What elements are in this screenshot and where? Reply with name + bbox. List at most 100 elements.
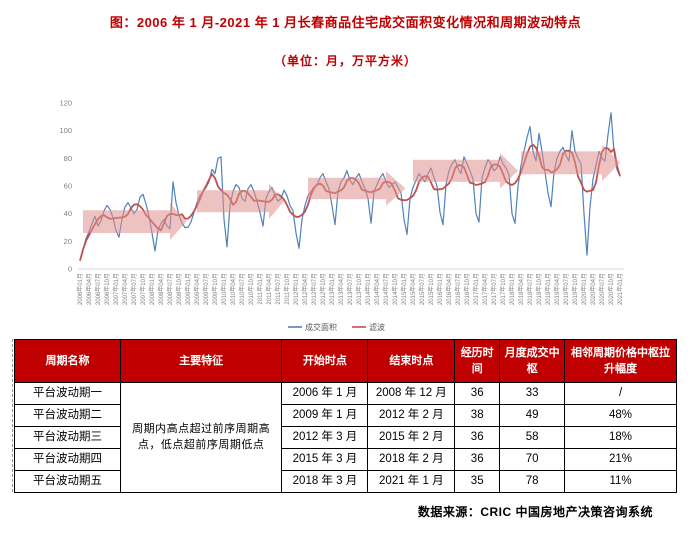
svg-text:2016年01月: 2016年01月: [436, 273, 444, 305]
feature-cell: 周期内高点超过前序周期高点，低点超前序周期低点: [119, 382, 283, 493]
lift-cell: 48%: [564, 404, 677, 427]
plateau-arrow: [308, 171, 406, 206]
svg-text:2013年04月: 2013年04月: [337, 273, 345, 305]
table-header-cell: 相邻周期价格中枢拉升幅度: [564, 339, 677, 383]
svg-text:2011年10月: 2011年10月: [283, 273, 291, 305]
svg-text:2009年01月: 2009年01月: [184, 273, 192, 305]
svg-text:2018年04月: 2018年04月: [517, 273, 525, 305]
svg-text:2021年01月: 2021年01月: [616, 273, 624, 305]
cycle-name-cell: 平台波动期四: [14, 448, 121, 471]
duration-cell: 36: [454, 426, 501, 449]
cycle-name-cell: 平台波动期五: [14, 470, 121, 493]
svg-text:2014年10月: 2014年10月: [391, 273, 399, 305]
start-cell: 2006 年 1 月: [281, 382, 369, 405]
start-cell: 2012 年 3 月: [281, 426, 369, 449]
svg-text:80: 80: [64, 154, 72, 163]
svg-text:2010年01月: 2010年01月: [220, 273, 228, 305]
svg-text:2017年10月: 2017年10月: [499, 273, 507, 305]
svg-text:2010年07月: 2010年07月: [238, 273, 246, 305]
page-subtitle: （单位：月，万平方米）: [273, 54, 417, 68]
svg-text:20: 20: [64, 237, 72, 246]
page-title: 图：2006 年 1 月-2021 年 1 月长春商品住宅成交面积变化情况和周期…: [109, 15, 582, 30]
svg-text:100: 100: [59, 126, 72, 135]
table-row: 平台波动期三 2012 年 3 月 2015 年 2 月 36 58 18%: [14, 426, 677, 449]
cycle-name-cell: 平台波动期二: [14, 404, 121, 427]
svg-text:2010年10月: 2010年10月: [247, 273, 255, 305]
cycle-name-cell: 平台波动期三: [14, 426, 121, 449]
svg-text:2011年04月: 2011年04月: [265, 273, 273, 305]
legend-label-filtered: 滤波: [369, 322, 385, 332]
table-left-dashed-guide: [12, 339, 13, 492]
svg-text:2017年04月: 2017年04月: [481, 273, 489, 305]
svg-text:2019年04月: 2019年04月: [553, 273, 561, 305]
svg-text:2006年01月: 2006年01月: [76, 273, 84, 305]
svg-text:2016年07月: 2016年07月: [454, 273, 462, 305]
x-axis-labels: 2006年01月 2006年04月 2006年07月 2006年10月 2007年01月…: [76, 273, 624, 305]
svg-text:2006年07月: 2006年07月: [94, 273, 102, 305]
center-cell: 58: [499, 426, 566, 449]
cycle-table: 周期名称 主要特征 开始时点 结束时点 经历时间 月度成交中枢 相邻周期价格中枢拉升幅度 平…: [14, 339, 677, 493]
svg-text:2015年04月: 2015年04月: [409, 273, 417, 305]
svg-text:2009年10月: 2009年10月: [211, 273, 219, 305]
svg-text:40: 40: [64, 209, 72, 218]
table-header-cell: 开始时点: [281, 339, 369, 383]
svg-text:2013年01月: 2013年01月: [328, 273, 336, 305]
svg-text:2016年04月: 2016年04月: [445, 273, 453, 305]
svg-text:2012年07月: 2012年07月: [310, 273, 318, 305]
svg-text:2007年04月: 2007年04月: [121, 273, 129, 305]
svg-text:2020年01月: 2020年01月: [580, 273, 588, 305]
svg-text:2012年04月: 2012年04月: [301, 273, 309, 305]
svg-text:120: 120: [59, 99, 72, 108]
svg-text:2018年10月: 2018年10月: [535, 273, 543, 305]
svg-text:2012年10月: 2012年10月: [319, 273, 327, 305]
plateau-arrow: [521, 144, 620, 182]
svg-text:2018年07月: 2018年07月: [526, 273, 534, 305]
svg-text:2006年10月: 2006年10月: [103, 273, 111, 305]
svg-text:2014年01月: 2014年01月: [364, 273, 372, 305]
svg-text:2018年01月: 2018年01月: [508, 273, 516, 305]
table-header-cell: 经历时间: [454, 339, 501, 383]
y-axis-labels: 0 20 40 60 80 100 120: [59, 99, 72, 274]
svg-text:2008年10月: 2008年10月: [175, 273, 183, 305]
plateau-arrow: [413, 153, 518, 189]
svg-text:2014年07月: 2014年07月: [382, 273, 390, 305]
table-header-cell: 月度成交中枢: [499, 339, 566, 383]
chart-legend: 成交面积 滤波: [288, 322, 385, 332]
lift-cell: /: [564, 382, 677, 405]
svg-text:2012年01月: 2012年01月: [292, 273, 300, 305]
svg-text:2010年04月: 2010年04月: [229, 273, 237, 305]
start-cell: 2009 年 1 月: [281, 404, 369, 427]
svg-text:2019年07月: 2019年07月: [562, 273, 570, 305]
table-row: 平台波动期五 2018 年 3 月 2021 年 1 月 35 78 11%: [14, 470, 677, 493]
end-cell: 2018 年 2 月: [367, 448, 456, 471]
plateau-arrow: [197, 183, 284, 219]
svg-text:2020年10月: 2020年10月: [607, 273, 615, 305]
svg-text:2017年01月: 2017年01月: [472, 273, 480, 305]
end-cell: 2021 年 1 月: [367, 470, 456, 493]
table-row: 平台波动期四 2015 年 3 月 2018 年 2 月 36 70 21%: [14, 448, 677, 471]
duration-cell: 36: [454, 382, 501, 405]
center-cell: 70: [499, 448, 566, 471]
svg-text:2009年07月: 2009年07月: [202, 273, 210, 305]
svg-text:2020年07月: 2020年07月: [598, 273, 606, 305]
svg-text:2019年10月: 2019年10月: [571, 273, 579, 305]
svg-text:2007年07月: 2007年07月: [130, 273, 138, 305]
svg-text:2020年04月: 2020年04月: [589, 273, 597, 305]
lift-cell: 21%: [564, 448, 677, 471]
svg-text:2008年01月: 2008年01月: [148, 273, 156, 305]
svg-text:2015年10月: 2015年10月: [427, 273, 435, 305]
svg-text:60: 60: [64, 182, 72, 191]
svg-text:2016年10月: 2016年10月: [463, 273, 471, 305]
svg-text:0: 0: [68, 265, 72, 274]
cycle-table-header: 周期名称 主要特征 开始时点 结束时点 经历时间 月度成交中枢 相邻周期价格中枢拉升幅度: [14, 339, 677, 383]
center-cell: 49: [499, 404, 566, 427]
svg-text:2006年04月: 2006年04月: [85, 273, 93, 305]
table-row: 平台波动期二 2009 年 1 月 2012 年 2 月 38 49 48%: [14, 404, 677, 427]
svg-text:2011年07月: 2011年07月: [274, 273, 282, 305]
lift-cell: 18%: [564, 426, 677, 449]
svg-text:2007年10月: 2007年10月: [139, 273, 147, 305]
svg-text:2008年07月: 2008年07月: [166, 273, 174, 305]
